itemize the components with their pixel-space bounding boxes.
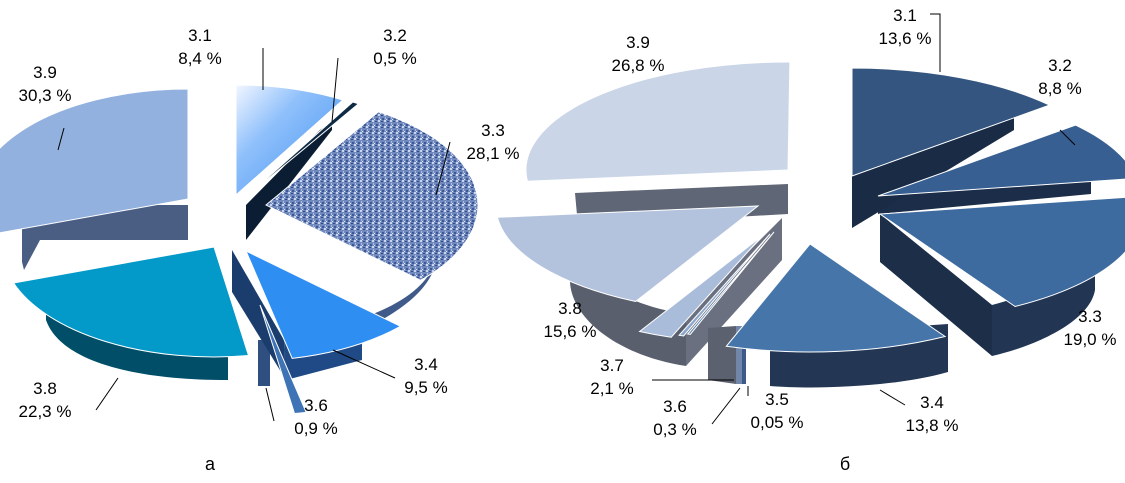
chart-a-slice-3.4 [245, 249, 402, 359]
chart-a-label-value-3.3: 28,1 % [467, 144, 520, 163]
chart-b-label-category-3.9: 3.9 [626, 33, 650, 52]
chart-b-leader-3.2 [1059, 129, 1076, 146]
chart-a-slice-3.9 [0, 88, 189, 234]
chart-b-slice-3.2 [877, 124, 1125, 197]
chart-b-label-category-3.3: 3.3 [1078, 307, 1102, 326]
chart-a-label-value-3.9: 30,3 % [19, 86, 72, 105]
chart-a-slice-side-3.4b [232, 250, 286, 380]
chart-a-slice-3.6 [259, 304, 307, 415]
chart-a: 3.1 8,4 % 3.2 0,5 % 3.3 28,1 % 3.4 9,5 % 3.6 0,9 … [0, 26, 519, 474]
chart-a-leader-3.6 [265, 387, 275, 422]
chart-a-labels: 3.1 8,4 % 3.2 0,5 % 3.3 28,1 % 3.4 9,5 % 3.6 0,9 … [19, 26, 520, 438]
chart-b-slice-3.7 [638, 235, 763, 338]
chart-b-slice-3.5 [686, 231, 775, 335]
chart-b-label-value-3.6: 0,3 % [653, 420, 696, 439]
chart-b-label-value-3.8: 15,6 % [544, 322, 597, 341]
chart-b-slice-3.6 [678, 233, 771, 337]
chart-b-label-value-3.2: 8,8 % [1038, 79, 1081, 98]
chart-b-leader-3.4 [879, 389, 906, 406]
chart-a-label-value-3.1: 8,4 % [178, 49, 221, 68]
chart-a-slice-side-3.3 [362, 258, 436, 330]
chart-a-leader-3.9 [57, 127, 65, 151]
chart-a-leader-3.4 [332, 349, 396, 379]
chart-b-label-value-3.7: 2,1 % [590, 379, 633, 398]
chart-a-label-category-3.8: 3.8 [33, 379, 57, 398]
chart-b-label-value-3.3: 19,0 % [1064, 330, 1117, 349]
chart-a-label-value-3.8: 22,3 % [19, 402, 72, 421]
chart-b-label-category-3.7: 3.7 [600, 356, 624, 375]
chart-b-slice-side-3.1 [852, 108, 1014, 228]
chart-b-label-value-3.4: 13,8 % [906, 416, 959, 435]
chart-b-labels: 3.1 13,6 % 3.2 8,8 % 3.3 19,0 % 3.4 13,8 % 3.5 0,… [544, 6, 1117, 439]
chart-b-label-value-3.5: 0,05 % [751, 413, 804, 432]
chart-b-slice-3.1 [851, 67, 1051, 177]
chart-a-label-category-3.6: 3.6 [304, 396, 328, 415]
chart-a-slice-3.3 [265, 111, 479, 281]
chart-a-label-category-3.3: 3.3 [481, 121, 505, 140]
chart-a-label-category-3.2: 3.2 [383, 26, 407, 45]
chart-a-label-value-3.2: 0,5 % [373, 49, 416, 68]
chart-b-slice-side-3.7 [708, 326, 736, 384]
chart-b-label-category-3.1: 3.1 [893, 6, 917, 25]
chart-a-slice-3.1 [235, 84, 344, 197]
chart-b-label-category-3.4: 3.4 [920, 393, 944, 412]
chart-b-slice-3.8 [496, 205, 760, 303]
chart-a-label-value-3.6: 0,9 % [294, 419, 337, 438]
chart-a-leader-3.8 [95, 377, 119, 411]
chart-a-slice-3.2 [245, 101, 360, 198]
chart-b-label-category-3.8: 3.8 [558, 299, 582, 318]
chart-a-leader-3.3 [435, 141, 451, 196]
chart-a-label-category-3.9: 3.9 [33, 63, 57, 82]
chart-b-label-category-3.5: 3.5 [765, 390, 789, 409]
chart-b-label-value-3.9: 26,8 % [612, 56, 665, 75]
chart-a-label-category-3.4: 3.4 [414, 355, 438, 374]
chart-a-caption: а [205, 454, 216, 474]
chart-b-label-category-3.6: 3.6 [663, 397, 687, 416]
chart-b-label-value-3.1: 13,6 % [879, 29, 932, 48]
chart-a-label-category-3.1: 3.1 [188, 26, 212, 45]
chart-a-label-value-3.4: 9,5 % [404, 378, 447, 397]
chart-a-slice-side-3.2 [246, 122, 332, 240]
chart-a-slices [0, 84, 479, 415]
chart-a-slice-side-3.6 [258, 340, 270, 386]
chart-b-slice-3.4 [725, 243, 947, 353]
chart-b-slices [496, 61, 1125, 353]
chart-a-leader-3.2 [331, 57, 339, 123]
chart-b-label-category-3.2: 3.2 [1048, 56, 1072, 75]
chart-b-slice-side-3.3b [880, 214, 992, 356]
chart-b-slice-3.9 [525, 61, 791, 182]
chart-a-slice-3.8 [12, 246, 250, 358]
chart-b-slice-3.3 [878, 196, 1125, 308]
chart-b-leader-3.1 [930, 13, 941, 72]
chart-b: 3.1 13,6 % 3.2 8,8 % 3.3 19,0 % 3.4 13,8 % 3.5 0,… [496, 6, 1125, 474]
chart-b-caption: б [840, 454, 850, 474]
chart-b-leader-3.6 [711, 387, 741, 425]
